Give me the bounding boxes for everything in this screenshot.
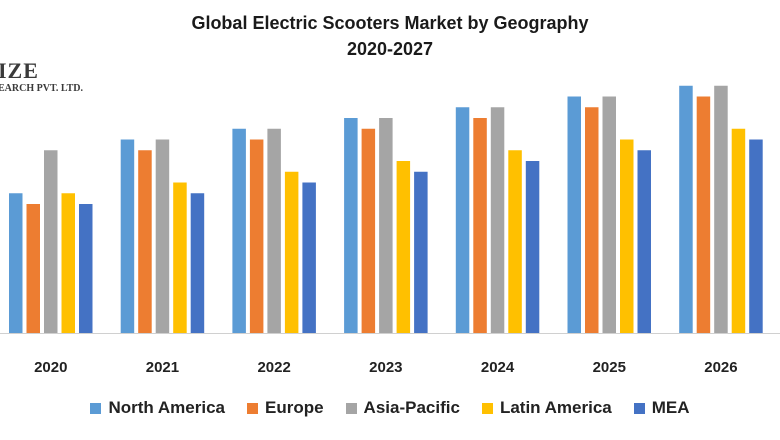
bar-asia-pacific-2023 — [379, 118, 393, 333]
bar-asia-pacific-2024 — [490, 107, 505, 333]
bar-asia-pacific-2025 — [602, 96, 616, 333]
bar-europe-2021 — [138, 150, 152, 333]
bar-latin-america-2022 — [284, 171, 299, 333]
bar-mea-2023 — [414, 171, 428, 333]
legend-swatch-latin-america — [481, 402, 493, 414]
legend-swatch-asia-pacific — [345, 402, 357, 414]
bar-mea-2025 — [637, 150, 651, 333]
legend-item-europe: Europe — [246, 398, 324, 418]
bar-mea-2020 — [79, 204, 93, 333]
bar-latin-america-2025 — [620, 139, 634, 333]
bar-asia-pacific-2022 — [267, 128, 281, 333]
x-tick-label-2026: 2026 — [704, 359, 737, 376]
bar-north-america-2022 — [232, 128, 246, 333]
bar-mea-2026 — [749, 139, 763, 333]
bar-north-america-2024 — [455, 107, 470, 333]
legend-label-europe: Europe — [264, 398, 324, 417]
bar-mea-2024 — [525, 161, 540, 333]
legend-label-latin-america: Latin America — [499, 398, 612, 417]
publisher-logo-watermark: IZE EARCH PVT. LTD. — [0, 60, 83, 94]
legend-swatch-europe — [246, 402, 258, 414]
bar-europe-2026 — [696, 96, 711, 333]
bar-north-america-2023 — [344, 118, 358, 333]
bar-latin-america-2020 — [61, 193, 75, 333]
legend-item-asia-pacific: Asia-Pacific — [345, 398, 460, 418]
x-tick-label-2022: 2022 — [257, 359, 290, 376]
bar-europe-2025 — [585, 107, 599, 333]
x-tick-label-2023: 2023 — [369, 359, 402, 376]
legend-label-asia-pacific: Asia-Pacific — [363, 398, 460, 417]
legend-item-latin-america: Latin America — [481, 398, 612, 418]
watermark-line2: EARCH PVT. LTD. — [0, 83, 84, 94]
x-tick-label-2024: 2024 — [481, 359, 515, 376]
bar-mea-2022 — [302, 182, 316, 333]
x-tick-label-2025: 2025 — [593, 359, 626, 376]
chart-title-line1: Global Electric Scooters Market by Geogr… — [191, 13, 589, 33]
legend-label-mea: MEA — [651, 398, 690, 417]
bar-north-america-2026 — [679, 85, 693, 333]
x-tick-label-2021: 2021 — [146, 359, 179, 376]
bar-asia-pacific-2020 — [44, 150, 58, 333]
bar-latin-america-2021 — [173, 182, 187, 333]
bar-latin-america-2024 — [508, 150, 522, 333]
bar-latin-america-2026 — [731, 128, 746, 333]
bar-asia-pacific-2021 — [155, 139, 170, 333]
bar-europe-2024 — [473, 118, 487, 333]
bar-north-america-2021 — [120, 139, 135, 333]
bar-mea-2021 — [190, 193, 205, 333]
bar-north-america-2025 — [567, 96, 581, 333]
bar-europe-2020 — [26, 204, 40, 333]
chart-title: Global Electric Scooters Market by Geogr… — [0, 10, 780, 62]
bar-europe-2023 — [361, 128, 376, 333]
bar-north-america-2020 — [9, 193, 23, 333]
bar-asia-pacific-2026 — [714, 85, 728, 333]
bar-europe-2022 — [249, 139, 264, 333]
bar-latin-america-2023 — [396, 161, 411, 333]
legend-item-mea: MEA — [633, 398, 690, 418]
legend-item-north-america: North America — [90, 398, 225, 418]
legend-swatch-north-america — [90, 402, 102, 414]
bar-chart: 2020 2021 2022 2023 2024 2025 2026 — [0, 85, 780, 376]
legend-label-north-america: North America — [108, 398, 225, 417]
x-tick-label-2020: 2020 — [34, 359, 67, 376]
chart-legend: North America Europe Asia-Pacific Latin Ame… — [0, 398, 780, 418]
watermark-line1: IZE — [0, 58, 39, 83]
chart-title-line2: 2020-2027 — [346, 39, 434, 59]
legend-swatch-mea — [633, 402, 645, 414]
